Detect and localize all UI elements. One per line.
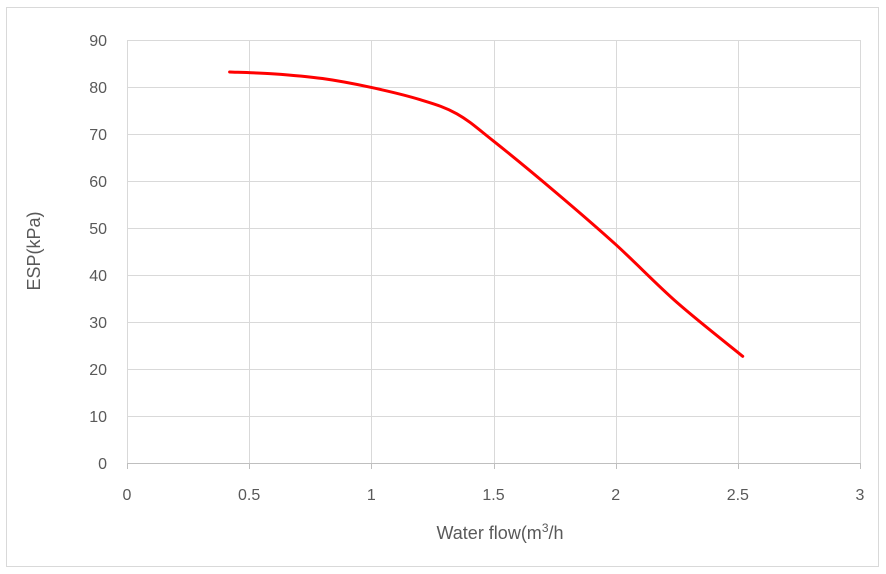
series-line (228, 70, 745, 358)
y-tick-label: 80 (89, 80, 107, 97)
x-tick-label: 3 (856, 487, 865, 504)
y-tick-label: 90 (89, 33, 107, 50)
axes (127, 40, 861, 469)
y-tick-label: 20 (89, 362, 107, 379)
x-tick-label: 0.5 (238, 487, 260, 504)
y-tick-label: 10 (89, 409, 107, 426)
x-tick-label: 2.5 (727, 487, 749, 504)
y-tick-label: 70 (89, 127, 107, 144)
gridlines (127, 40, 861, 463)
y-tick-label: 60 (89, 174, 107, 191)
y-tick-labels: 0 10 20 30 40 50 60 70 80 90 (89, 33, 107, 473)
y-tick-label: 0 (98, 456, 107, 473)
y-tick-label: 50 (89, 221, 107, 238)
x-tick-label: 1.5 (482, 487, 504, 504)
x-tick-label: 0 (123, 487, 132, 504)
y-axis-title: ESP(kPa) (24, 211, 44, 290)
x-tick-labels: 0 0.5 1 1.5 2 2.5 3 (123, 487, 865, 504)
y-tick-label: 40 (89, 268, 107, 285)
x-axis-title: Water flow(m3/h (436, 521, 563, 543)
chart-area (6, 7, 879, 567)
x-tick-label: 2 (611, 487, 620, 504)
y-tick-label: 30 (89, 315, 107, 332)
x-tick-label: 1 (367, 487, 376, 504)
series-group (228, 70, 745, 358)
